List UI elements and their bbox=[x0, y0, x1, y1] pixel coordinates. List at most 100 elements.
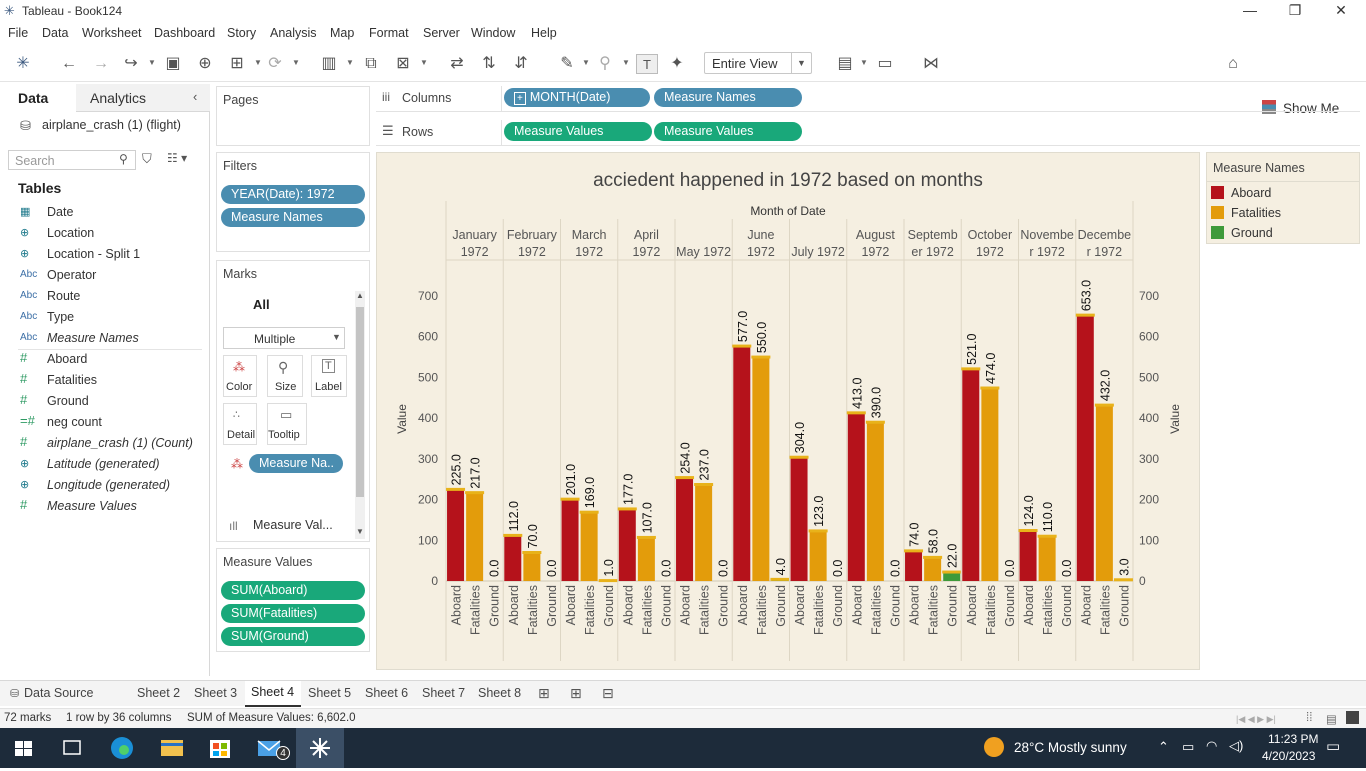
fix-axes-icon[interactable]: ✦ bbox=[666, 54, 688, 74]
menu-dashboard[interactable]: Dashboard bbox=[154, 26, 215, 40]
clock-date[interactable]: 4/20/2023 bbox=[1262, 749, 1315, 763]
tab-sheet-7[interactable]: Sheet 7 bbox=[422, 686, 465, 700]
menu-window[interactable]: Window bbox=[471, 26, 515, 40]
tab-sheet-2[interactable]: Sheet 2 bbox=[137, 686, 180, 700]
scroll-up-icon[interactable]: ▲ bbox=[356, 291, 364, 300]
group-dropdown-icon[interactable]: ▼ bbox=[622, 58, 630, 67]
new-story-icon[interactable]: ⊟ bbox=[602, 685, 614, 702]
microsoft-store-icon[interactable] bbox=[196, 728, 244, 768]
menu-data[interactable]: Data bbox=[42, 26, 68, 40]
field-item[interactable]: ⊕Latitude (generated) bbox=[0, 454, 208, 474]
rows-pill-measure-values-2[interactable]: Measure Values bbox=[654, 122, 802, 141]
minimize-icon[interactable]: — bbox=[1235, 2, 1265, 18]
redo-icon[interactable]: → bbox=[90, 54, 112, 74]
measure-pill-aboard[interactable]: SUM(Aboard) bbox=[221, 581, 365, 600]
group-members-icon[interactable]: ⚲ bbox=[594, 54, 616, 74]
bar-chart[interactable]: acciedent happened in 1972 based on mont… bbox=[377, 153, 1199, 669]
duplicate-sheet-icon[interactable]: ⧉ bbox=[360, 54, 382, 74]
menu-analysis[interactable]: Analysis bbox=[270, 26, 317, 40]
swap-rows-columns-icon[interactable]: ⇄ bbox=[446, 54, 468, 74]
field-item[interactable]: #Fatalities bbox=[0, 370, 208, 390]
legend-item-fatalities[interactable]: Fatalities bbox=[1211, 205, 1351, 223]
filter-pill-year[interactable]: YEAR(Date): 1972 bbox=[221, 185, 365, 204]
tab-sheet-3[interactable]: Sheet 3 bbox=[194, 686, 237, 700]
marks-scrollbar[interactable]: ▲ ▼ bbox=[355, 291, 365, 539]
pause-dropdown-icon[interactable]: ▼ bbox=[254, 58, 262, 67]
task-view-icon[interactable] bbox=[48, 728, 96, 768]
field-item[interactable]: ⊕Location - Split 1 bbox=[0, 244, 208, 264]
columns-shelf[interactable]: iii Columns +MONTH(Date) Measure Names bbox=[376, 86, 1360, 112]
file-explorer-icon[interactable] bbox=[148, 728, 196, 768]
tableau-taskbar-icon[interactable] bbox=[296, 728, 344, 768]
show-filmstrip-icon[interactable]: ▤ bbox=[1326, 712, 1337, 726]
columns-pill-month[interactable]: +MONTH(Date) bbox=[504, 88, 650, 107]
wifi-icon[interactable]: ◠ bbox=[1206, 738, 1217, 754]
sort-ascending-icon[interactable]: ⇅ bbox=[478, 54, 500, 74]
datasource-name[interactable]: airplane_crash (1) (flight) bbox=[42, 118, 181, 132]
clear-sheet-icon[interactable]: ⊠ bbox=[392, 54, 414, 74]
rows-shelf[interactable]: ☰ Rows Measure Values Measure Values bbox=[376, 120, 1360, 146]
weather-text[interactable]: 28°C Mostly sunny bbox=[1014, 740, 1127, 755]
pages-shelf[interactable]: Pages bbox=[216, 86, 370, 146]
show-cards-dropdown-icon[interactable]: ▼ bbox=[860, 58, 868, 67]
show-sheet-sorter-icon[interactable]: ⁞⁞ bbox=[1306, 712, 1312, 724]
tab-sheet-5[interactable]: Sheet 5 bbox=[308, 686, 351, 700]
legend-item-aboard[interactable]: Aboard bbox=[1211, 185, 1351, 203]
format-painter-icon[interactable]: ⌂ bbox=[1222, 54, 1244, 74]
tab-sheet-6[interactable]: Sheet 6 bbox=[365, 686, 408, 700]
field-item[interactable]: #airplane_crash (1) (Count) bbox=[0, 433, 208, 453]
field-item[interactable]: #Aboard bbox=[0, 349, 208, 369]
new-worksheet-icon[interactable]: ⊞ bbox=[538, 685, 550, 702]
menu-server[interactable]: Server bbox=[423, 26, 460, 40]
refresh-icon[interactable]: ⟳ bbox=[264, 54, 286, 74]
detail-button[interactable]: ∴ Detail bbox=[223, 403, 257, 445]
menu-map[interactable]: Map bbox=[330, 26, 354, 40]
tab-data[interactable]: Data bbox=[0, 84, 76, 112]
field-search-input[interactable]: Search ⚲ bbox=[8, 150, 136, 170]
filter-icon[interactable]: ⛉ bbox=[142, 151, 152, 167]
color-pill-measure-names[interactable]: Measure Na.. bbox=[249, 454, 343, 473]
menu-file[interactable]: File bbox=[8, 26, 28, 40]
new-datasource-icon[interactable]: ⊕ bbox=[194, 54, 216, 74]
edge-icon[interactable] bbox=[98, 728, 146, 768]
highlight-dropdown-icon[interactable]: ▼ bbox=[582, 58, 590, 67]
color-legend[interactable]: Measure Names Aboard Fatalities Ground bbox=[1206, 152, 1360, 244]
tab-data-source[interactable]: Data Source bbox=[24, 686, 93, 700]
scrollbar-thumb[interactable] bbox=[356, 307, 364, 497]
show-cards-icon[interactable]: ▤ bbox=[834, 54, 856, 74]
clock-time[interactable]: 11:23 PM bbox=[1268, 732, 1318, 746]
scroll-down-icon[interactable]: ▼ bbox=[356, 527, 364, 536]
tooltip-button[interactable]: ▭ Tooltip bbox=[267, 403, 307, 445]
first-sheet-icon[interactable]: |◀ ◀ ▶ ▶| bbox=[1236, 714, 1276, 725]
field-item[interactable]: ▦Date bbox=[0, 202, 208, 222]
sort-descending-icon[interactable]: ⇵ bbox=[510, 54, 532, 74]
menu-format[interactable]: Format bbox=[369, 26, 409, 40]
columns-pill-measure-names[interactable]: Measure Names bbox=[654, 88, 802, 107]
view-options-icon[interactable]: ☷ ▾ bbox=[167, 151, 187, 165]
field-item[interactable]: #Ground bbox=[0, 391, 208, 411]
menu-worksheet[interactable]: Worksheet bbox=[82, 26, 142, 40]
chart-view[interactable]: acciedent happened in 1972 based on mont… bbox=[376, 152, 1200, 670]
tab-analytics[interactable]: Analytics bbox=[76, 84, 210, 112]
refresh-dropdown-icon[interactable]: ▼ bbox=[292, 58, 300, 67]
weather-icon[interactable] bbox=[984, 737, 1004, 757]
windows-start-icon[interactable] bbox=[0, 728, 48, 768]
new-worksheet-dropdown-icon[interactable]: ▼ bbox=[346, 58, 354, 67]
clear-dropdown-icon[interactable]: ▼ bbox=[420, 58, 428, 67]
share-icon[interactable]: ⋈ bbox=[920, 54, 942, 74]
measure-pill-fatalities[interactable]: SUM(Fatalities) bbox=[221, 604, 365, 623]
filter-pill-measure-names[interactable]: Measure Names bbox=[221, 208, 365, 227]
menu-story[interactable]: Story bbox=[227, 26, 256, 40]
replay-icon[interactable]: ↪ bbox=[120, 54, 142, 74]
marks-all-label[interactable]: All bbox=[253, 297, 270, 312]
field-item[interactable]: #Measure Values bbox=[0, 496, 208, 516]
new-dashboard-icon[interactable]: ⊞ bbox=[570, 685, 582, 702]
tray-chevron-icon[interactable]: ⌃ bbox=[1158, 739, 1169, 755]
field-item[interactable]: =#neg count bbox=[0, 412, 208, 432]
replay-dropdown-icon[interactable]: ▼ bbox=[148, 58, 156, 67]
collapse-pane-icon[interactable]: ‹ bbox=[193, 89, 197, 104]
tab-sheet-8[interactable]: Sheet 8 bbox=[478, 686, 521, 700]
